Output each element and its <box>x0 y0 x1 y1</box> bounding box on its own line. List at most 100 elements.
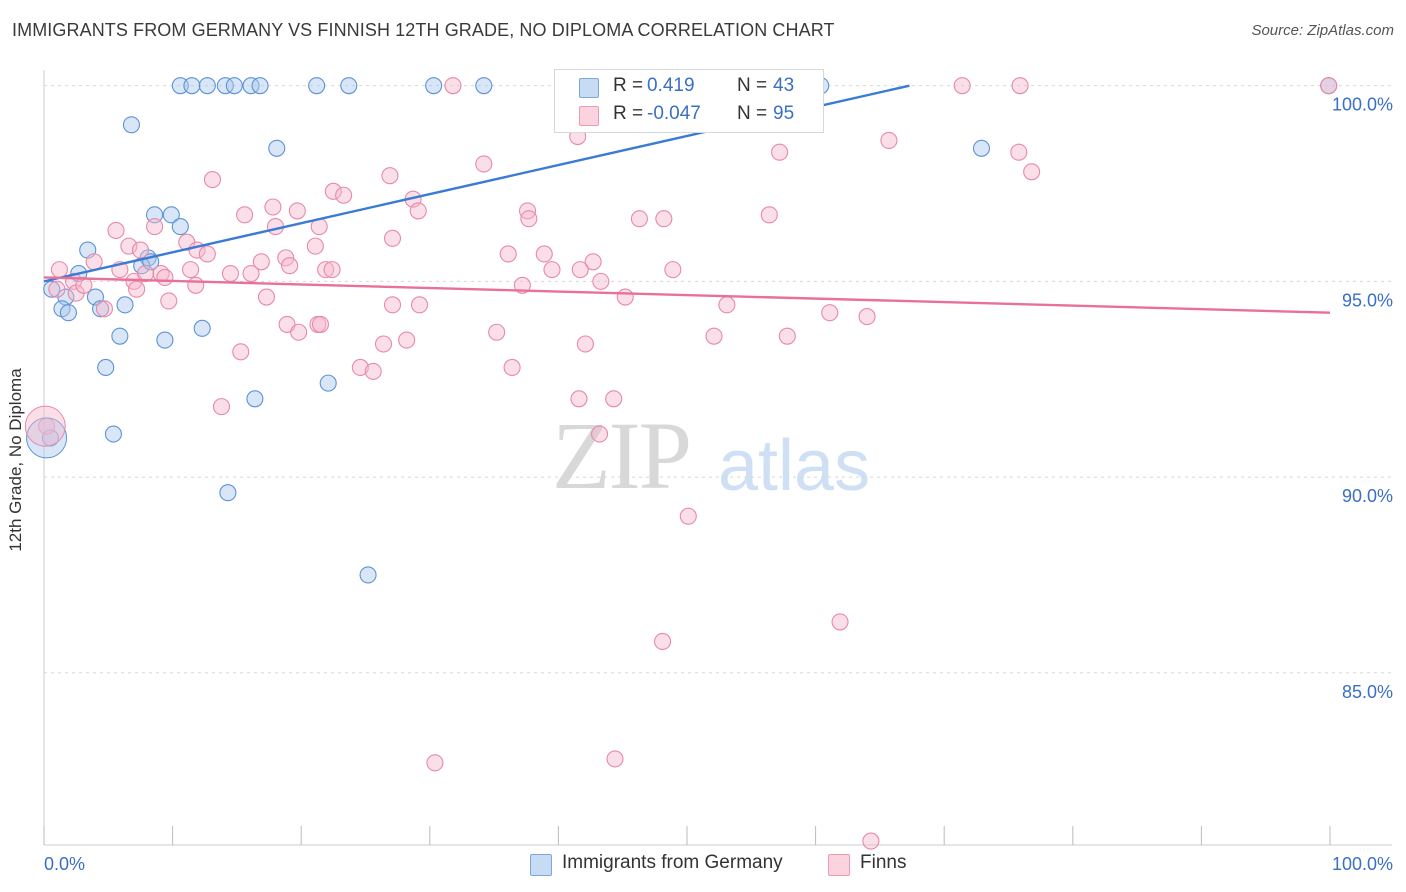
point-finns <box>718 296 736 314</box>
y-tick-label: 95.0% <box>1342 290 1393 310</box>
point-germany <box>122 116 140 134</box>
point-germany <box>171 77 189 95</box>
point-finns <box>221 264 240 283</box>
point-germany <box>104 425 122 443</box>
point-finns <box>281 257 299 275</box>
point-finns <box>535 245 553 263</box>
legend-swatch-finns <box>828 854 850 876</box>
point-finns <box>571 261 589 279</box>
point-germany <box>146 206 164 224</box>
point-finns <box>475 155 493 173</box>
point-finns <box>543 261 561 279</box>
point-germany-large <box>26 417 68 459</box>
point-finns <box>232 343 250 361</box>
point-finns <box>128 280 146 298</box>
source-label: Source: ZipAtlas.com <box>1251 22 1394 39</box>
point-finns <box>520 210 538 228</box>
point-finns <box>212 398 231 416</box>
point-finns <box>616 288 634 306</box>
x-tick-label: 0.0% <box>44 854 85 874</box>
point-germany <box>251 77 269 95</box>
point-finns <box>880 131 898 150</box>
point-finns <box>264 198 282 216</box>
point-germany <box>359 566 377 584</box>
point-finns <box>1010 143 1028 161</box>
point-finns <box>591 425 609 443</box>
point-finns <box>953 77 971 95</box>
point-finns <box>398 331 416 349</box>
point-germany <box>171 218 189 236</box>
point-finns <box>182 261 200 279</box>
point-germany <box>225 77 243 95</box>
point-germany <box>340 77 358 95</box>
point-finns <box>1023 163 1041 181</box>
point-finns <box>156 268 174 286</box>
point-finns <box>374 335 393 353</box>
y-tick-label: 85.0% <box>1342 682 1393 702</box>
point-finns <box>679 507 697 525</box>
legend-r-value: -0.047 <box>647 103 701 124</box>
point-germany <box>97 358 115 377</box>
point-finns <box>187 276 205 294</box>
point-finns <box>131 241 149 259</box>
series-legend: Immigrants from Germany Finns <box>0 852 1406 880</box>
correlation-legend: R = 0.419 N = 43 R = -0.047 N = 95 <box>554 69 824 133</box>
point-finns <box>257 288 276 306</box>
point-germany <box>219 484 237 502</box>
point-germany <box>111 327 129 345</box>
point-finns <box>277 249 295 267</box>
point-germany <box>198 77 216 95</box>
point-finns <box>50 261 68 279</box>
point-finns <box>288 202 306 220</box>
point-finns <box>831 613 849 631</box>
point-germany <box>246 390 264 408</box>
point-finns <box>160 292 178 310</box>
point-finns <box>203 171 222 189</box>
point-finns <box>107 221 125 240</box>
point-finns <box>324 182 342 200</box>
point-finns <box>383 229 402 247</box>
point-finns <box>381 167 399 185</box>
point-finns <box>383 296 402 314</box>
point-finns <box>85 253 103 271</box>
point-finns <box>705 327 723 345</box>
point-finns <box>499 245 517 263</box>
legend-n-label: N = <box>737 103 768 124</box>
y-tick-label: 90.0% <box>1342 486 1393 506</box>
point-finns <box>821 304 839 322</box>
legend-r-label: R = <box>613 75 644 96</box>
point-finns <box>323 261 341 279</box>
point-finns <box>488 323 506 341</box>
point-finns <box>605 390 623 408</box>
point-finns <box>317 261 335 279</box>
point-finns <box>592 272 610 290</box>
legend-row-germany: R = 0.419 N = 43 <box>555 73 823 101</box>
point-germany <box>183 77 201 95</box>
point-germany <box>242 77 260 95</box>
point-finns <box>1320 77 1338 95</box>
point-finns <box>760 206 778 224</box>
point-finns <box>664 261 682 279</box>
point-finns <box>570 390 588 408</box>
legend-r-value: 0.419 <box>647 75 695 96</box>
point-finns <box>778 327 796 345</box>
x-tick-label: 100.0% <box>1332 854 1393 874</box>
point-finns <box>335 186 353 204</box>
point-finns <box>630 210 648 228</box>
trendline-finns <box>43 276 1331 314</box>
point-finns <box>364 362 382 380</box>
point-germany <box>319 374 337 392</box>
point-finns <box>584 253 602 271</box>
point-finns <box>236 206 254 224</box>
point-finns <box>409 202 427 220</box>
point-germany <box>162 206 180 224</box>
point-finns <box>606 750 624 768</box>
point-finns <box>95 300 113 318</box>
point-finns <box>862 832 880 850</box>
point-germany <box>92 300 110 318</box>
legend-n-value: 95 <box>773 103 795 124</box>
point-finns <box>410 296 429 314</box>
point-finns <box>242 264 260 283</box>
point-germany <box>308 77 326 95</box>
